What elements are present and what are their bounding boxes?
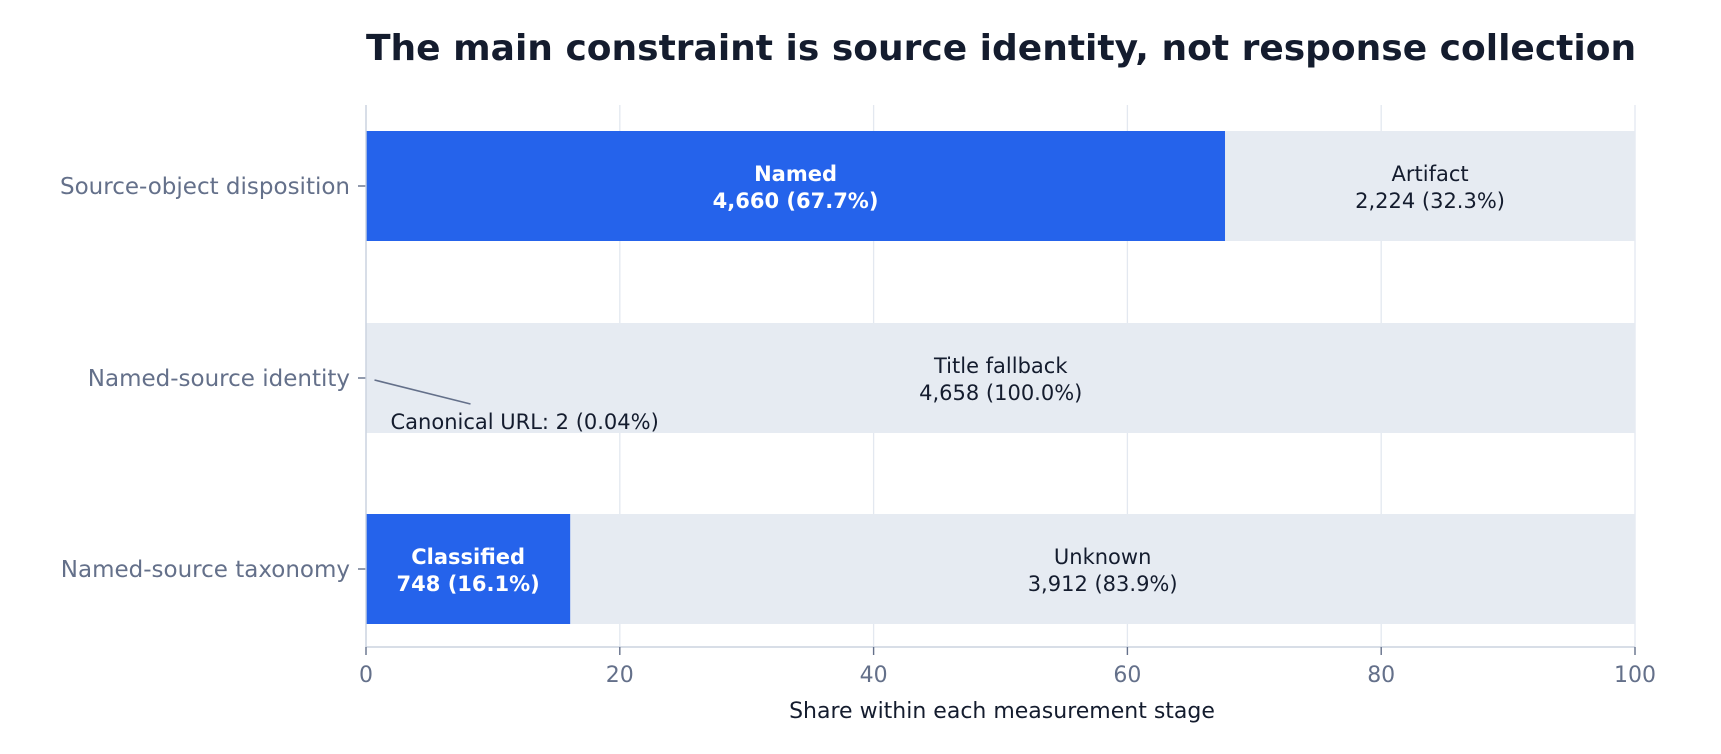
category-label-named-source-taxonomy: Named-source taxonomy — [61, 557, 350, 583]
x-axis-title: Share within each measurement stage — [789, 699, 1215, 724]
x-tick-label-80: 80 — [1367, 663, 1395, 688]
bar-named-source-identity-title-fallback — [366, 323, 1636, 433]
data-label-source-object-disposition-named: Named 4,660 (67.7%) — [713, 162, 879, 213]
data-label-named-source-taxonomy-unknown: Unknown 3,912 (83.9%) — [1028, 545, 1178, 596]
data-label-named-source-taxonomy-classified: Classified 748 (16.1%) — [397, 545, 540, 596]
data-label-source-object-disposition-artifact: Artifact 2,224 (32.3%) — [1355, 162, 1505, 213]
bar-source-object-disposition-named — [366, 131, 1226, 241]
bars — [366, 131, 1636, 624]
data-label-named-source-identity-title-fallback: Title fallback 4,658 (100.0%) — [919, 354, 1082, 405]
bar-named-source-taxonomy-unknown — [570, 514, 1635, 624]
x-tick-label-40: 40 — [860, 663, 888, 688]
bar-named-source-taxonomy-classified — [366, 514, 571, 624]
x-tick-label-20: 20 — [606, 663, 634, 688]
annotation-canonical-url: Canonical URL: 2 (0.04%) — [391, 410, 659, 434]
annotation-leader-line — [374, 379, 471, 405]
bar-source-object-disposition-artifact — [1225, 131, 1635, 241]
annotations: Canonical URL: 2 (0.04%) — [374, 379, 659, 434]
category-label-named-source-identity: Named-source identity — [88, 366, 350, 392]
x-tick-label-0: 0 — [359, 663, 373, 688]
labels: Named 4,660 (67.7%) Artifact 2,224 (32.3%) S… — [60, 162, 1656, 688]
axes — [358, 105, 1636, 655]
x-tick-label-60: 60 — [1113, 663, 1141, 688]
x-tick-label-100: 100 — [1614, 663, 1656, 688]
category-label-source-object-disposition: Source-object disposition — [60, 174, 350, 200]
chart-title: The main constraint is source identity, … — [366, 28, 1636, 69]
